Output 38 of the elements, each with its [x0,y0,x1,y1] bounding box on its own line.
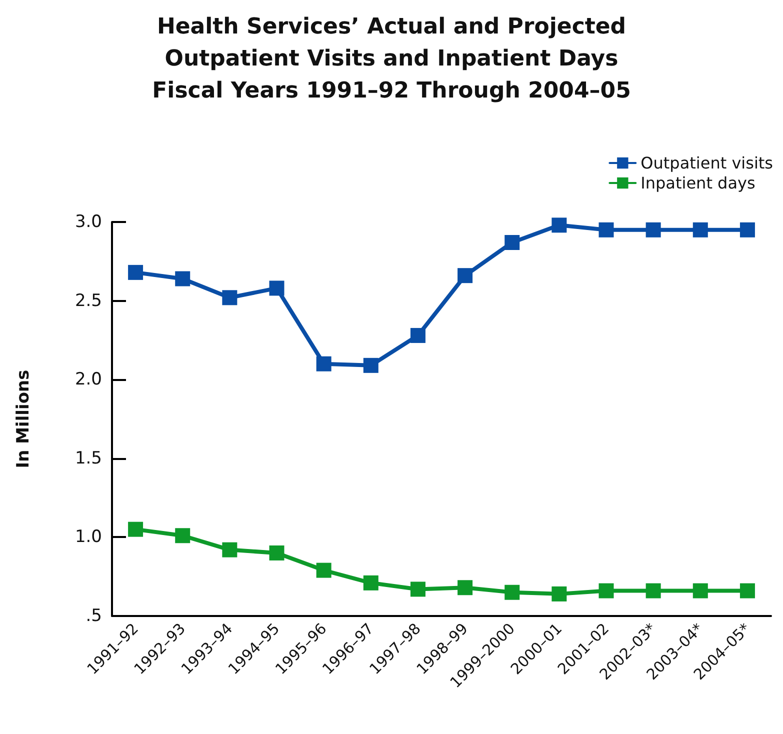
point [552,586,567,602]
point [128,264,144,280]
point [646,583,661,598]
point [222,290,238,306]
point [175,528,190,544]
point [646,222,661,238]
y-tick-label: 2.0 [74,370,102,390]
legend-label: Outpatient visits [640,154,774,172]
legend-label: Inpatient days [640,174,756,192]
point [410,328,426,343]
point [740,222,755,238]
y-axis-title: In Millions [14,370,34,468]
point [552,218,567,233]
y-tick-label: 1.0 [74,527,102,548]
point [504,584,520,600]
point [175,271,190,286]
point [363,358,378,373]
point [504,234,520,250]
point [410,582,426,597]
point [269,280,284,296]
chart-title: Health Services’ Actual and Projected Outpatient Visits and Inpatient Days Fiscal Years 1991–92 Through 2004–05 [152,14,631,104]
point [692,222,708,238]
y-tick-label: 1.5 [74,448,102,468]
point [269,545,284,560]
point [598,583,614,598]
point [458,580,473,596]
point [222,542,238,558]
point [458,268,473,284]
point [692,583,708,598]
point [316,562,332,578]
y-tick-label: .5 [86,606,102,626]
point [128,522,144,537]
point [598,222,614,238]
point [740,583,755,598]
point [316,356,332,372]
y-tick-label: 2.5 [74,290,102,311]
y-tick-label: 3.0 [74,212,102,232]
point [363,575,378,590]
